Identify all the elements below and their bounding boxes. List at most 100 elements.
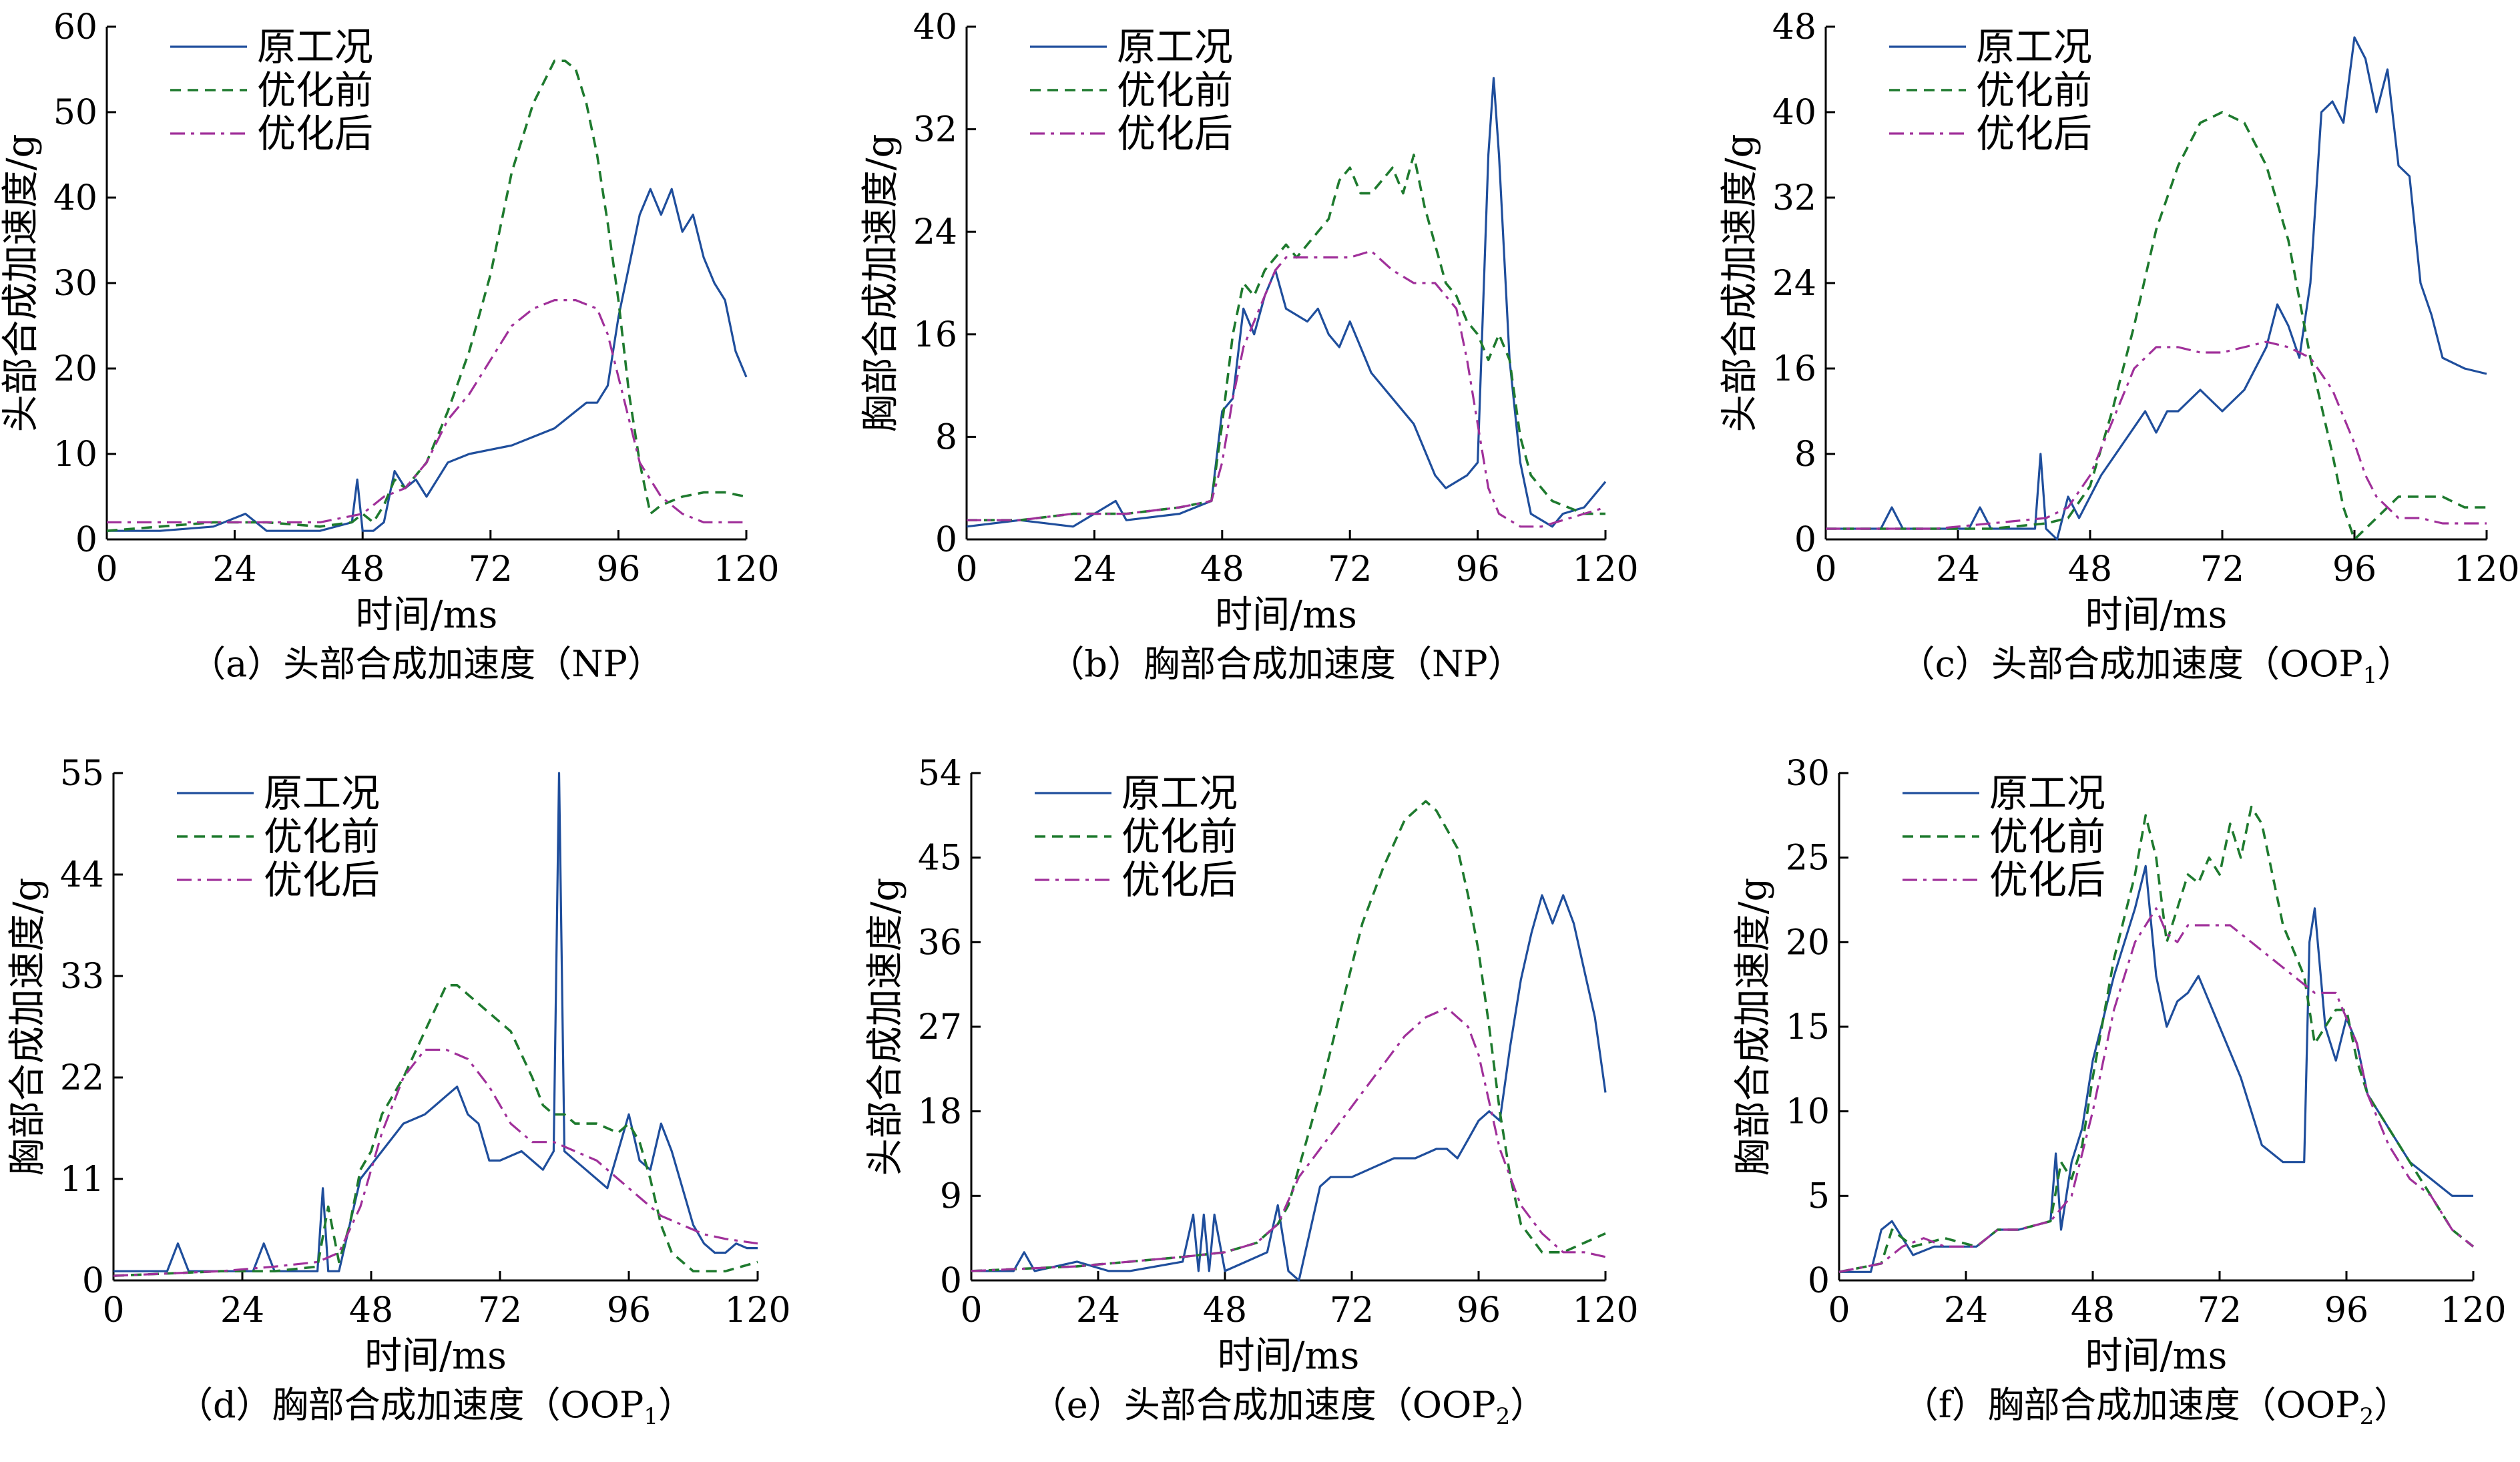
x-tick-label: 120 xyxy=(1572,549,1638,589)
caption-subscript: 2 xyxy=(1496,1403,1511,1430)
y-tick-label: 50 xyxy=(53,93,97,133)
caption-tail: ） xyxy=(2374,1384,2410,1426)
legend-label: 原工况 xyxy=(1121,770,1238,816)
chart-caption: （a）头部合成加速度（NP） xyxy=(190,643,664,685)
y-axis-label: 头部合成加速度/g xyxy=(0,134,43,433)
y-tick-label: 40 xyxy=(1772,93,1816,133)
series-line-dashdot xyxy=(1826,340,2487,530)
legend-label: 原工况 xyxy=(257,24,373,69)
caption-main: （f）胸部合成加速度（OOP xyxy=(1903,1384,2360,1426)
series-line-dashdot xyxy=(1838,907,2474,1273)
caption-tail: ） xyxy=(2377,643,2413,685)
y-tick-label: 18 xyxy=(918,1092,962,1132)
y-tick-label: 9 xyxy=(940,1176,962,1216)
y-tick-label: 0 xyxy=(935,520,957,560)
x-axis-label: 时间/ms xyxy=(356,593,498,637)
series-line-dashdot xyxy=(967,250,1606,528)
x-tick-label: 72 xyxy=(2198,1290,2242,1330)
series-line-dashed xyxy=(1838,805,2475,1274)
x-tick-label: 0 xyxy=(1814,549,1836,589)
x-tick-label: 48 xyxy=(1200,549,1244,589)
x-axis-label: 时间/ms xyxy=(1215,593,1357,637)
legend-label: 原工况 xyxy=(1117,24,1233,69)
y-tick-label: 55 xyxy=(60,754,104,794)
y-tick-label: 32 xyxy=(1772,178,1816,218)
legend-label: 优化后 xyxy=(1989,857,2105,903)
y-tick-label: 0 xyxy=(75,520,97,560)
chart-caption: （e）头部合成加速度（OOP2） xyxy=(1031,1384,1546,1430)
x-tick-label: 0 xyxy=(1828,1290,1850,1330)
y-axis-label: 胸部合成加速度/g xyxy=(1732,878,1775,1176)
y-tick-label: 36 xyxy=(918,923,962,963)
x-tick-label: 48 xyxy=(340,549,385,589)
legend-label: 优化后 xyxy=(1117,111,1233,156)
caption-main: （a）头部合成加速度（NP） xyxy=(190,643,664,685)
series-line-solid xyxy=(1839,865,2473,1273)
y-tick-label: 24 xyxy=(913,212,957,252)
series-line-dashed xyxy=(106,59,747,532)
chart-caption: （b）胸部合成加速度（NP） xyxy=(1048,643,1523,685)
caption-main: （e）头部合成加速度（OOP xyxy=(1031,1384,1496,1426)
legend-label: 原工况 xyxy=(1989,770,2105,816)
y-tick-label: 30 xyxy=(53,264,97,304)
x-tick-label: 24 xyxy=(213,549,257,589)
legend-label: 优化后 xyxy=(1976,111,2092,156)
y-tick-label: 48 xyxy=(1772,7,1816,47)
x-tick-label: 120 xyxy=(1572,1290,1638,1330)
x-tick-label: 24 xyxy=(1944,1290,1988,1330)
legend-label: 优化后 xyxy=(257,111,373,156)
series-line-solid xyxy=(971,894,1607,1282)
y-tick-label: 30 xyxy=(1786,754,1830,794)
y-tick-label: 24 xyxy=(1772,264,1816,304)
y-tick-label: 15 xyxy=(1786,1007,1830,1047)
x-tick-label: 0 xyxy=(95,549,117,589)
y-tick-label: 0 xyxy=(1794,520,1816,560)
y-tick-label: 25 xyxy=(1786,838,1830,879)
caption-subscript: 1 xyxy=(644,1403,658,1430)
x-tick-label: 96 xyxy=(2332,549,2376,589)
x-tick-label: 24 xyxy=(1072,549,1116,589)
series-line-dashdot xyxy=(971,1007,1606,1272)
legend-label: 优化前 xyxy=(1976,67,2092,113)
series-line-dashed xyxy=(1826,111,2487,541)
legend-label: 原工况 xyxy=(264,770,380,816)
x-tick-label: 0 xyxy=(102,1290,124,1330)
y-tick-label: 40 xyxy=(53,178,97,218)
x-axis-label: 时间/ms xyxy=(1218,1334,1360,1378)
y-tick-label: 20 xyxy=(53,349,97,389)
legend-label: 原工况 xyxy=(1976,24,2092,69)
legend-label: 优化前 xyxy=(1117,67,1233,113)
x-tick-label: 48 xyxy=(2071,1290,2115,1330)
x-tick-label: 96 xyxy=(1457,1290,1501,1330)
y-tick-label: 0 xyxy=(940,1261,962,1301)
y-tick-label: 10 xyxy=(53,435,97,475)
series-line-solid xyxy=(1826,36,2487,541)
legend-label: 优化后 xyxy=(1121,857,1238,903)
x-tick-label: 72 xyxy=(469,549,513,589)
y-tick-label: 8 xyxy=(1794,435,1816,475)
y-tick-label: 27 xyxy=(918,1007,962,1047)
x-tick-label: 48 xyxy=(1203,1290,1247,1330)
series-line-dashed xyxy=(113,984,758,1277)
x-tick-label: 72 xyxy=(1330,1290,1374,1330)
y-axis-label: 胸部合成加速度/g xyxy=(6,878,49,1176)
y-tick-label: 45 xyxy=(918,838,962,879)
series-line-dashdot xyxy=(113,1048,758,1277)
legend-label: 优化后 xyxy=(264,857,380,903)
x-tick-label: 96 xyxy=(2324,1290,2368,1330)
x-tick-label: 72 xyxy=(1328,549,1372,589)
x-axis-label: 时间/ms xyxy=(2085,1334,2228,1378)
y-axis-label: 头部合成加速度/g xyxy=(1718,134,1762,433)
y-tick-label: 22 xyxy=(60,1058,104,1098)
x-tick-label: 96 xyxy=(1456,549,1500,589)
x-axis-label: 时间/ms xyxy=(364,1334,507,1378)
caption-tail: ） xyxy=(658,1384,694,1426)
x-tick-label: 72 xyxy=(2200,549,2244,589)
y-tick-label: 10 xyxy=(1786,1092,1830,1132)
